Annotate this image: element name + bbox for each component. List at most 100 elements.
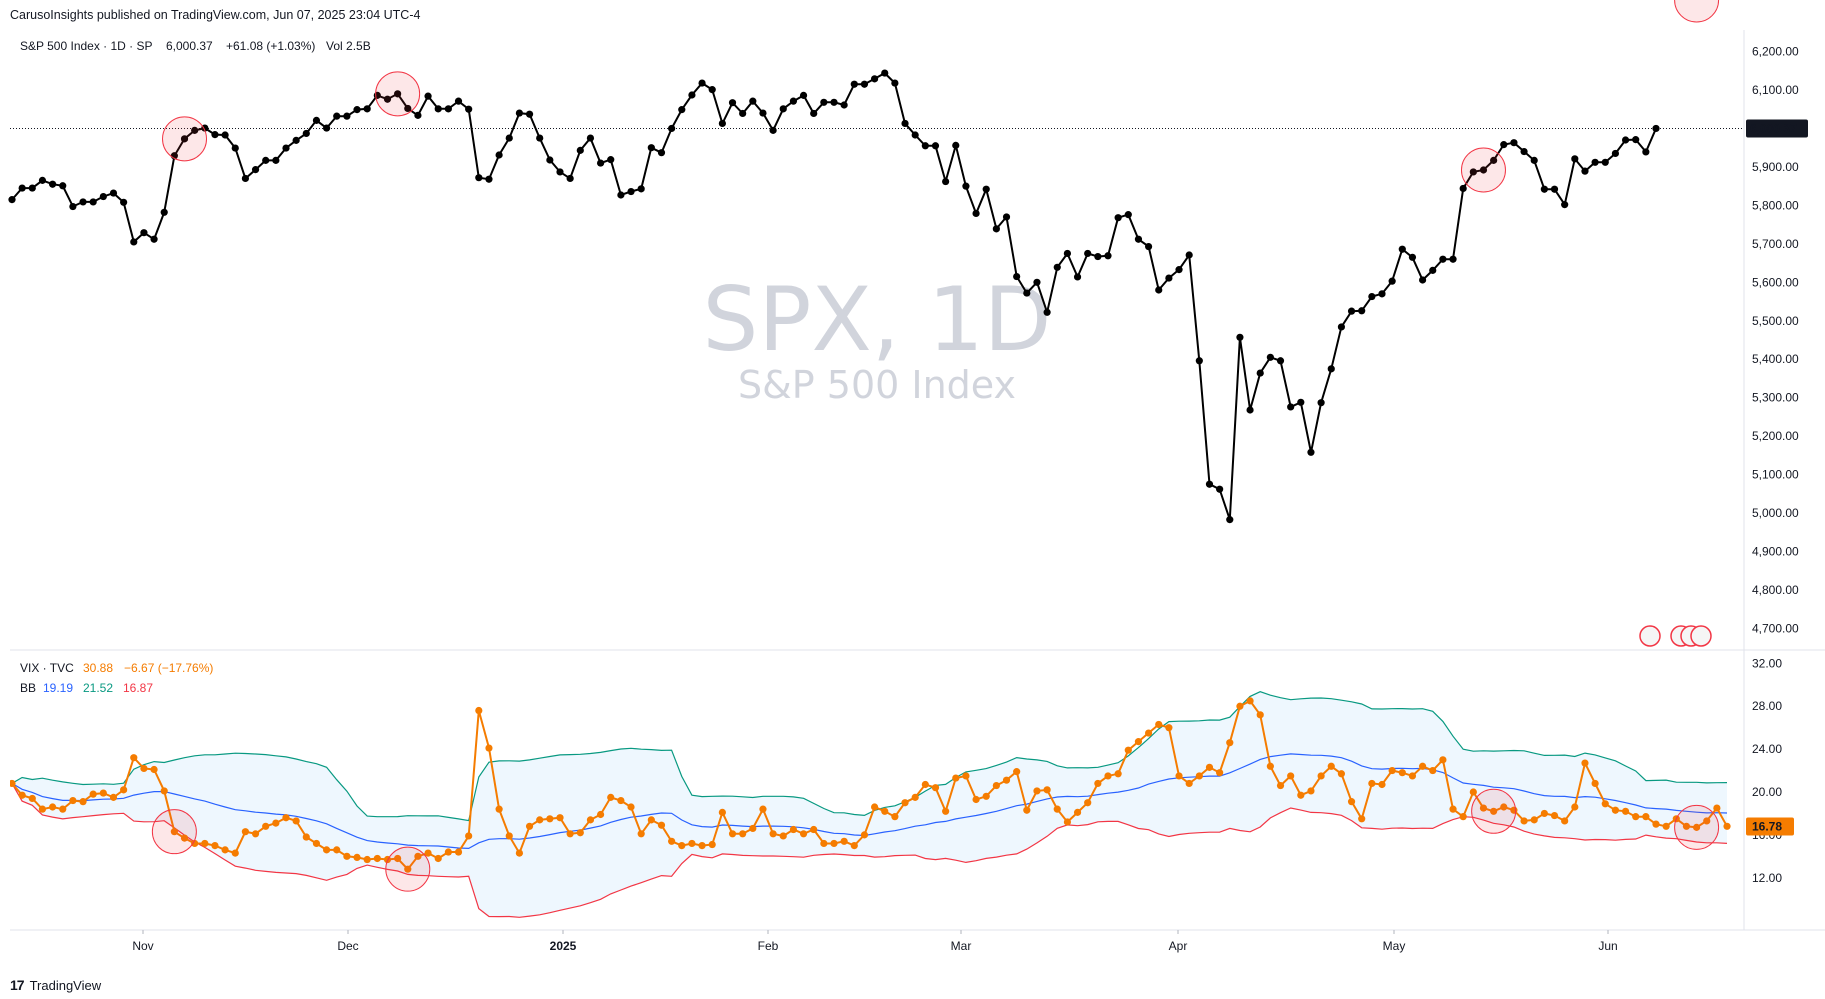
vix-point: [48, 803, 57, 811]
spx-point: [668, 124, 676, 133]
vix-point: [1662, 822, 1670, 830]
vix-point: [160, 787, 168, 795]
vix-tick-label: 24.00: [1752, 742, 1782, 756]
publish-header: CarusoInsights published on TradingView.…: [10, 8, 421, 22]
vix-point: [89, 790, 97, 798]
vix-point: [840, 837, 848, 845]
vix-point: [1053, 805, 1061, 813]
spx-point: [1165, 274, 1173, 282]
vix-point: [1449, 805, 1457, 813]
spx-point: [221, 131, 229, 139]
vix-point: [454, 848, 463, 856]
vix-point: [343, 852, 351, 860]
spx-point: [769, 126, 777, 134]
tradingview-footer[interactable]: 17 TradingView: [10, 977, 101, 993]
vix-point: [1337, 770, 1346, 778]
us-flag-icon[interactable]: [1639, 625, 1661, 647]
vix-point: [718, 808, 726, 816]
vix-point: [830, 839, 838, 848]
spx-point: [18, 184, 26, 192]
vix-point: [586, 816, 595, 824]
vix-point: [465, 832, 473, 840]
time-axis[interactable]: Nov Dec 2025 Feb Mar Apr May Jun: [132, 930, 1618, 953]
vix-point: [810, 825, 818, 834]
spx-legend-close: 6,000.37: [166, 39, 213, 53]
spx-point: [637, 185, 645, 193]
spx-point: [1276, 357, 1285, 365]
spx-point: [59, 182, 67, 190]
spx-point: [1530, 156, 1538, 164]
spx-point: [1124, 211, 1132, 219]
vix-point: [414, 852, 422, 860]
spx-point: [546, 156, 554, 164]
vix-point: [394, 854, 402, 863]
vix-point: [120, 786, 128, 794]
vix-point: [231, 849, 239, 857]
spx-point: [708, 86, 716, 94]
time-tick-label: Apr: [1169, 939, 1188, 953]
vix-point: [769, 830, 777, 838]
spx-point: [343, 112, 351, 120]
spx-pane[interactable]: [10, 30, 1744, 647]
vix-point: [1591, 779, 1599, 788]
spx-point: [251, 166, 260, 174]
spx-point: [1144, 242, 1153, 251]
price-tick-label: 6,200.00: [1752, 45, 1799, 59]
vix-point: [1611, 806, 1620, 814]
us-flag-icon[interactable]: [1690, 625, 1712, 647]
price-tick-label: 5,400.00: [1752, 352, 1799, 366]
vix-point: [1175, 772, 1183, 780]
vix-point: [140, 764, 148, 773]
vix-point: [353, 853, 361, 861]
spx-point: [241, 174, 250, 183]
vix-point: [1703, 817, 1711, 825]
price-tick-label: 5,800.00: [1752, 198, 1799, 212]
spx-point: [515, 109, 524, 117]
vix-point: [708, 840, 716, 849]
spx-point: [1297, 398, 1305, 406]
vix-point: [18, 791, 26, 799]
vix-point: [982, 792, 990, 800]
vix-point: [505, 832, 513, 840]
vix-point: [1571, 803, 1579, 811]
spx-point: [739, 109, 747, 118]
spx-point: [109, 189, 118, 197]
spx-point: [191, 126, 199, 134]
spx-point: [140, 229, 148, 237]
spx-point: [901, 119, 909, 128]
vix-point: [1550, 811, 1559, 820]
spx-point: [1368, 292, 1376, 301]
vix-point: [241, 828, 250, 836]
vix-point: [525, 822, 534, 830]
vix-point: [1540, 809, 1548, 818]
vix-point: [607, 793, 615, 801]
spx-point: [840, 101, 848, 109]
vix-point: [860, 831, 869, 839]
vix-legend-symbol: VIX · TVC: [20, 661, 74, 675]
vix-legend-close: 30.88: [83, 661, 113, 675]
spx-point: [870, 75, 879, 83]
spx-point: [1439, 255, 1447, 263]
vix-point: [1621, 807, 1630, 815]
spx-point: [1652, 124, 1660, 133]
spx-point: [799, 91, 808, 99]
vix-point: [1033, 787, 1041, 795]
highlight-circle: [1674, 0, 1720, 23]
vix-point: [942, 807, 950, 815]
vix-point: [891, 813, 899, 821]
spx-point: [1459, 184, 1467, 193]
spx-point: [1104, 252, 1112, 260]
spx-point: [1510, 139, 1518, 147]
vix-point: [566, 830, 574, 838]
vix-point: [59, 805, 67, 813]
earnings-flags[interactable]: [1639, 625, 1712, 647]
spx-point: [1226, 516, 1234, 524]
vix-point: [272, 819, 280, 827]
vix-point: [302, 833, 310, 841]
vix-point: [1601, 800, 1609, 808]
vix-legend: VIX · TVC 30.88 −6.67 (−17.76%) BB 19.19…: [20, 661, 213, 695]
vix-point: [180, 834, 189, 842]
spx-point: [596, 159, 605, 167]
